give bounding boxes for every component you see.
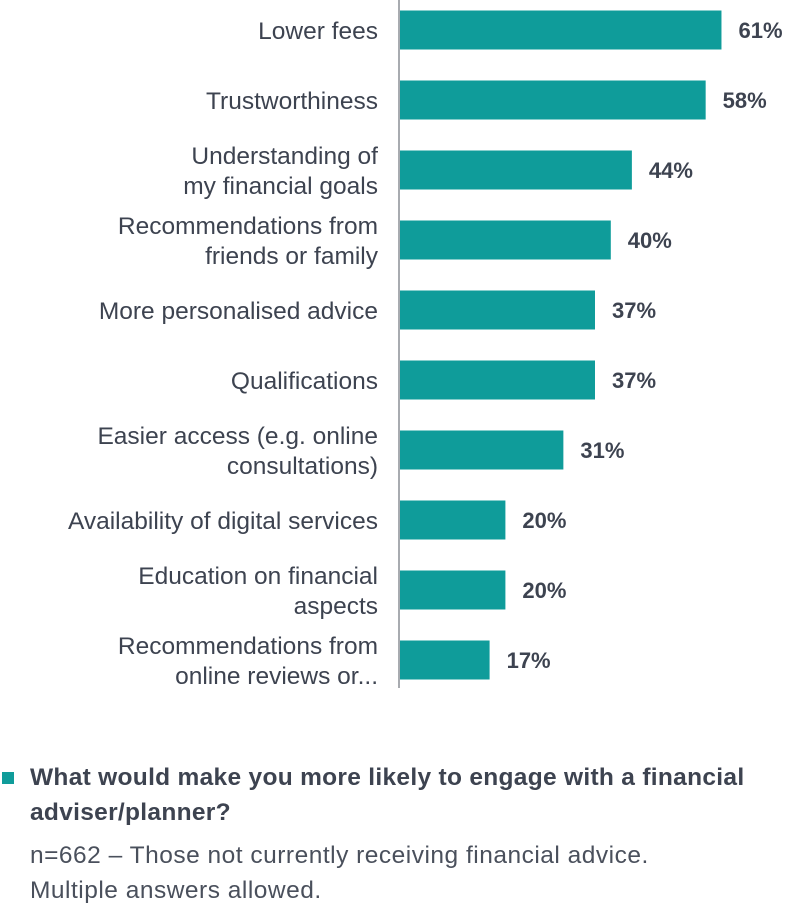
category-label: More personalised advice (99, 298, 378, 325)
bar (400, 500, 506, 540)
bar-value-label: 31% (580, 438, 624, 463)
category-label: Qualifications (231, 368, 378, 395)
category-label: Easier access (e.g. online consultations) (97, 423, 378, 480)
bar (400, 640, 490, 680)
bar (400, 570, 506, 610)
category-label: Recommendations from friends or family (118, 213, 379, 270)
bar-value-label: 40% (628, 228, 672, 253)
bar (400, 360, 595, 400)
bar (400, 10, 722, 50)
category-labels: Lower fees Trustworthiness Understanding o… (68, 18, 379, 690)
category-label: Trustworthiness (206, 88, 378, 115)
value-labels: 61% 58% 44% 40% 37% 37% 31% 20% 20% 17% (507, 18, 783, 673)
category-label: Recommendations from online reviews or... (118, 633, 378, 690)
bars-layer (400, 10, 722, 680)
legend-title: What would make you more likely to engag… (30, 764, 745, 826)
category-label: Availability of digital services (68, 508, 378, 535)
legend-swatch (2, 772, 14, 784)
bar-value-label: 61% (738, 18, 782, 43)
bar-value-label: 37% (612, 368, 656, 393)
bar (400, 430, 564, 470)
category-label: Understanding of my financial goals (183, 143, 378, 200)
bar (400, 220, 611, 260)
category-label: Lower fees (258, 18, 378, 45)
bar-chart: Lower fees Trustworthiness Understanding o… (68, 0, 783, 690)
legend-note: n=662 – Those not currently receiving fi… (30, 842, 649, 904)
bar-value-label: 20% (522, 508, 566, 533)
category-label: Education on financial aspects (138, 563, 378, 620)
bar (400, 80, 706, 120)
bar (400, 150, 632, 190)
bar-value-label: 17% (507, 648, 551, 673)
bar-value-label: 37% (612, 298, 656, 323)
bar (400, 290, 595, 330)
bar-value-label: 58% (723, 88, 767, 113)
bar-value-label: 20% (522, 578, 566, 603)
bar-value-label: 44% (649, 158, 693, 183)
